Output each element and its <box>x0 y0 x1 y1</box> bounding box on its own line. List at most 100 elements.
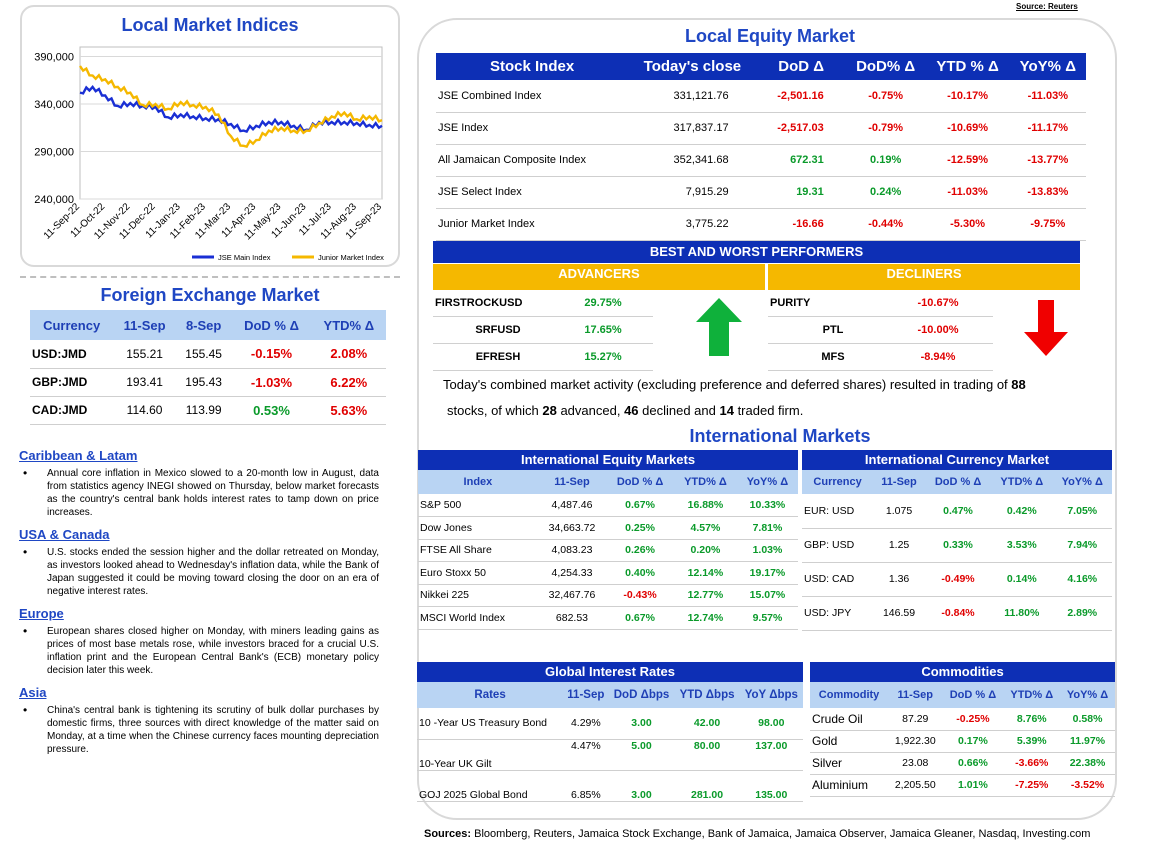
fx-cell: 193.41 <box>113 368 176 397</box>
equity-cell: -12.59% <box>925 144 1010 177</box>
ieq-cell: 19.17% <box>736 561 798 585</box>
ieq-cell: Dow Jones <box>418 516 538 540</box>
decliners-name: PTL <box>822 324 844 336</box>
summary-declined: 46 <box>624 403 639 418</box>
equity-cell: -0.44% <box>845 208 926 241</box>
ieq-cell: 4,083.23 <box>537 539 607 562</box>
equity-cell: JSE Select Index <box>436 176 629 209</box>
intl-equity-title: International Equity Markets <box>418 450 798 470</box>
decliners-list: PURITY -10.67% PTL -10.00% MFS -8.94% <box>768 290 993 371</box>
list-item: FIRSTROCKUSD 29.75% <box>433 290 653 317</box>
news-text: European shares closed higher on Monday,… <box>19 625 379 677</box>
ieq-cell: 12.74% <box>673 606 737 630</box>
equity-header-0: Stock Index <box>490 58 575 75</box>
comm-cell: Aluminium <box>810 774 889 797</box>
rates-cell: 281.00 <box>674 770 740 802</box>
comm-cell: 23.08 <box>888 752 943 775</box>
fx-cell: -0.15% <box>231 340 312 369</box>
table-row: Junior Market Index 3,775.22 -16.66 -0.44% -… <box>436 208 1086 241</box>
fx-header-3: DoD % Δ <box>244 317 299 333</box>
equity-cell: 0.24% <box>845 176 926 209</box>
advancers-value: 17.65% <box>584 324 622 336</box>
news-text: Annual core inflation in Mexico slowed t… <box>19 467 379 519</box>
table-row: Dow Jones 34,663.72 0.25% 4.57% 7.81% <box>418 516 798 540</box>
table-row: EUR: USD 1.075 0.47% 0.42% 7.05% <box>802 494 1112 529</box>
sources-text: Bloomberg, Reuters, Jamaica Stock Exchan… <box>471 828 1091 840</box>
table-row: JSE Select Index 7,915.29 19.31 0.24% -11.03… <box>436 176 1086 209</box>
advancers-name: FIRSTROCKUSD <box>435 297 523 309</box>
sources-footer: Sources: Bloomberg, Reuters, Jamaica Sto… <box>424 828 1090 840</box>
news-heading: Europe <box>19 606 64 621</box>
icur-cell: 7.94% <box>1052 528 1112 563</box>
table-row: Gold 1,922.30 0.17% 5.39% 11.97% <box>810 730 1115 753</box>
decliners-name: MFS <box>821 351 845 363</box>
decliners-name: PURITY <box>770 297 811 309</box>
icur-cell: USD: JPY <box>802 596 874 631</box>
rates-cell: 10 -Year US Treasury Bond <box>417 708 564 740</box>
equity-cell: All Jamaican Composite Index <box>436 144 629 177</box>
icur-cell: 0.14% <box>991 562 1053 597</box>
advancers-header: ADVANCERS <box>433 264 765 290</box>
comm-cell: -0.25% <box>942 708 1004 731</box>
icur-cell: 1.36 <box>873 562 925 597</box>
fx-cell: 114.60 <box>113 396 176 425</box>
ieq-cell: 12.77% <box>673 584 737 607</box>
rates-header-0: Rates <box>474 689 506 701</box>
equity-cell: 19.31 <box>756 176 846 209</box>
intl-currency-title: International Currency Market <box>802 450 1112 470</box>
rates-cell: 42.00 <box>674 708 740 740</box>
comm-header-0: Commodity <box>818 689 880 701</box>
news-text: U.S. stocks ended the session higher and… <box>19 546 379 598</box>
indices-chart-panel: Local Market Indices 390,000 340,000 290,0… <box>20 5 400 267</box>
list-item: SRFUSD 17.65% <box>433 317 653 344</box>
y-tick-label: 340,000 <box>34 99 74 111</box>
equity-cell: -13.83% <box>1009 176 1086 209</box>
comm-cell: 2,205.50 <box>888 774 943 797</box>
icur-header-3: YTD% Δ <box>1000 476 1044 488</box>
down-arrow-icon <box>1024 300 1068 356</box>
ieq-cell: 32,467.76 <box>537 584 607 607</box>
fx-cell: 5.63% <box>311 396 386 425</box>
icur-header-4: YoY% Δ <box>1061 476 1103 488</box>
rates-cell: 80.00 <box>674 739 740 771</box>
market-summary: Today's combined market activity (exclud… <box>443 372 1083 424</box>
icur-cell: 3.53% <box>991 528 1053 563</box>
fx-title: Foreign Exchange Market <box>100 285 320 305</box>
fx-cell: 113.99 <box>175 396 232 425</box>
ieq-cell: 34,663.72 <box>537 516 607 540</box>
comm-header-2: DoD % Δ <box>949 689 997 701</box>
fx-cell: USD:JMD <box>30 340 114 369</box>
fx-header-0: Currency <box>43 317 101 333</box>
advancers-value: 29.75% <box>584 297 622 309</box>
equity-table: Stock Index Today's close DoD Δ DoD% Δ YTD %… <box>436 53 1086 241</box>
ieq-cell: S&P 500 <box>418 494 538 517</box>
series-line-0 <box>79 84 383 134</box>
intl-currency-table: International Currency Market Currency 11… <box>802 450 1112 631</box>
y-tick-label: 240,000 <box>34 194 74 206</box>
icur-cell: GBP: USD <box>802 528 874 563</box>
equity-cell: -0.75% <box>845 80 926 113</box>
comm-cell: -3.52% <box>1060 774 1115 797</box>
advancers-list: FIRSTROCKUSD 29.75% SRFUSD 17.65% EFRESH 15.2… <box>433 290 653 371</box>
comm-cell: Crude Oil <box>810 708 889 731</box>
equity-title: Local Equity Market <box>684 26 856 46</box>
advancers-value: 15.27% <box>584 351 622 363</box>
equity-cell: -11.03% <box>1009 80 1086 113</box>
comm-cell: 1,922.30 <box>888 730 943 753</box>
sources-label: Sources: <box>424 828 472 840</box>
table-row: USD:JMD 155.21 155.45 -0.15% 2.08% <box>30 340 386 369</box>
equity-cell: -2,517.03 <box>756 112 846 145</box>
table-row: JSE Index 317,837.17 -2,517.03 -0.79% -10.69… <box>436 112 1086 145</box>
summary-text: stocks, of which <box>447 403 543 418</box>
icur-cell: 0.33% <box>924 528 992 563</box>
icur-cell: 1.25 <box>873 528 925 563</box>
table-row: USD: JPY 146.59 -0.84% 11.80% 2.89% <box>802 596 1112 631</box>
icur-header-2: DoD % Δ <box>934 476 982 488</box>
indices-chart: 390,000340,000290,000240,00011-Sep-2211-… <box>34 46 384 262</box>
fx-cell: -1.03% <box>231 368 312 397</box>
intl-title: International Markets <box>689 426 871 446</box>
list-item: PURITY -10.67% <box>768 290 993 317</box>
table-row: Nikkei 225 32,467.76 -0.43% 12.77% 15.07% <box>418 584 798 607</box>
ieq-cell: 0.67% <box>606 606 674 630</box>
y-tick-label: 290,000 <box>34 147 74 159</box>
